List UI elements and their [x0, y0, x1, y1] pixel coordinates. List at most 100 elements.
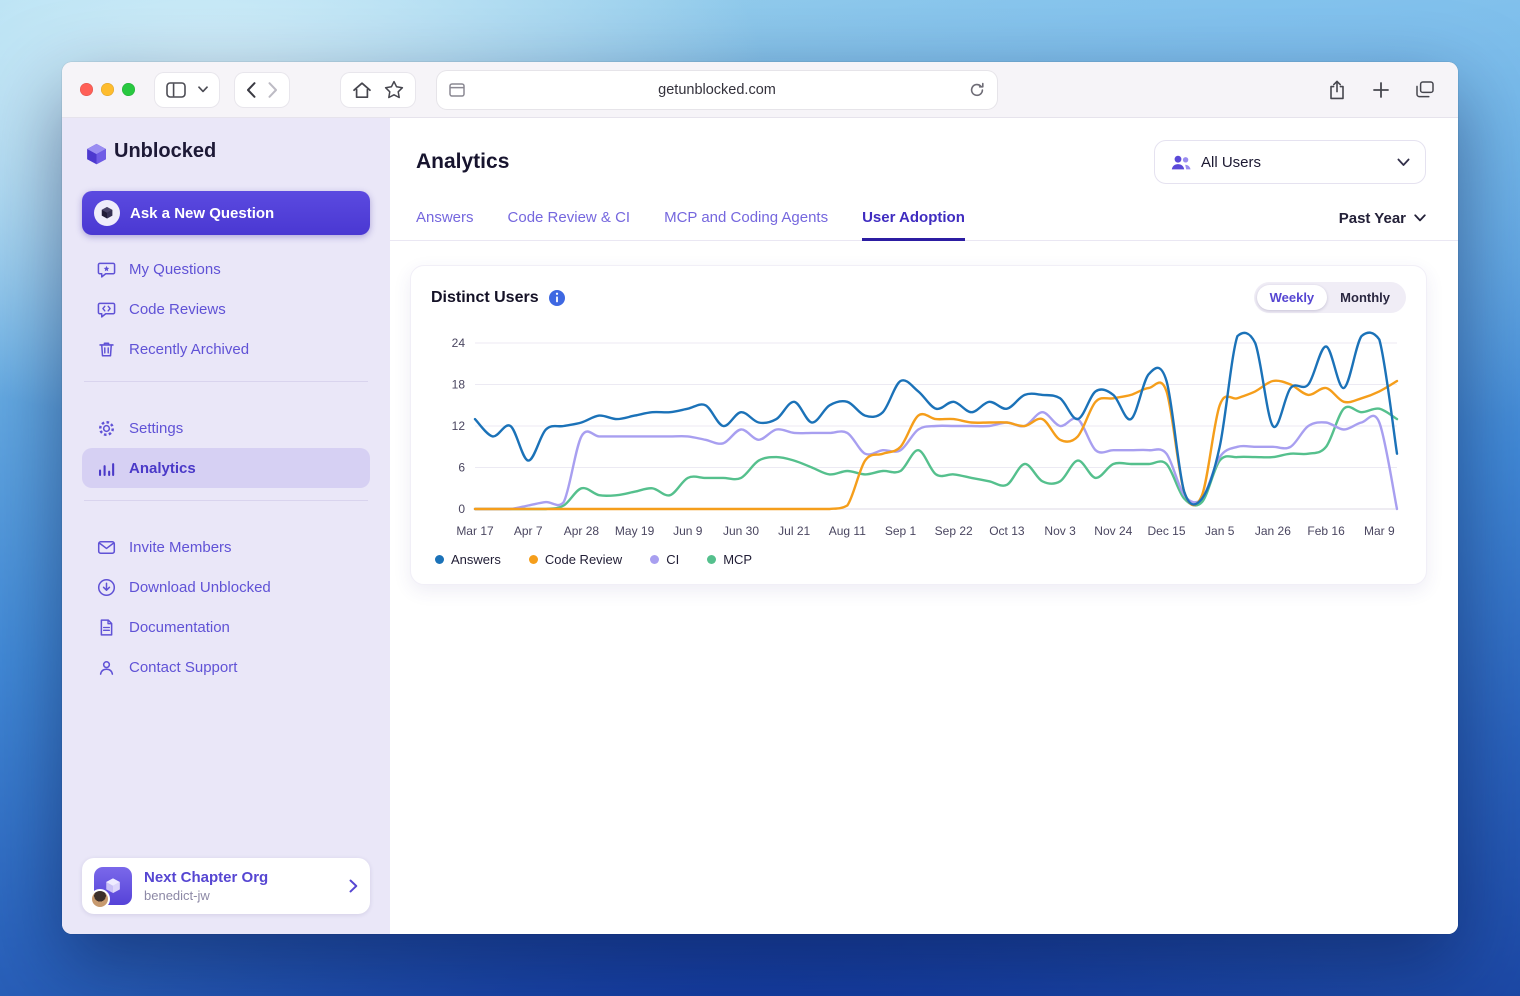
legend-item: CI	[650, 553, 679, 566]
legend-label: CI	[666, 552, 680, 567]
sidebar-item-label: My Questions	[129, 260, 221, 278]
legend-label: Answers	[451, 552, 501, 567]
minimize-window-button[interactable]	[101, 83, 114, 96]
svg-text:Jun 30: Jun 30	[723, 524, 759, 538]
tab-code-review-ci[interactable]: Code Review & CI	[508, 197, 631, 241]
sidebar-nav-secondary: Settings Analytics	[82, 408, 370, 488]
sidebar-item-download-unblocked[interactable]: Download Unblocked	[82, 567, 370, 607]
sidebar-nav-tertiary: Invite Members Download Unblocked Docume…	[82, 527, 370, 687]
org-switcher[interactable]: Next Chapter Org benedict-jw	[82, 858, 370, 914]
svg-text:0: 0	[458, 502, 465, 516]
tab-answers[interactable]: Answers	[416, 197, 474, 241]
svg-text:Feb 16: Feb 16	[1307, 524, 1345, 538]
legend-dot	[435, 555, 444, 564]
main-content: Analytics All Users Answers Code Review …	[390, 118, 1458, 934]
weekly-toggle-button[interactable]: Weekly	[1256, 285, 1328, 310]
chat-icon	[96, 259, 116, 279]
close-window-button[interactable]	[80, 83, 93, 96]
sidebar-item-label: Download Unblocked	[129, 578, 271, 596]
trash-icon	[96, 339, 116, 359]
app-logo: Unblocked	[82, 134, 370, 169]
zoom-window-button[interactable]	[122, 83, 135, 96]
sidebar-item-recently-archived[interactable]: Recently Archived	[82, 329, 370, 369]
sidebar-item-my-questions[interactable]: My Questions	[82, 249, 370, 289]
forward-button[interactable]	[268, 81, 278, 98]
sidebar-divider	[84, 500, 368, 501]
users-icon	[1170, 152, 1191, 172]
svg-text:Jul 21: Jul 21	[778, 524, 810, 538]
svg-text:Apr 7: Apr 7	[514, 524, 543, 538]
sidebar-item-analytics[interactable]: Analytics	[82, 448, 370, 488]
svg-text:Mar 17: Mar 17	[456, 524, 494, 538]
date-range-select[interactable]: Past Year	[1339, 210, 1426, 227]
url-field[interactable]: getunblocked.com	[437, 70, 997, 109]
share-icon[interactable]	[1328, 80, 1346, 100]
unblocked-cube-icon	[84, 142, 106, 164]
tab-label: Code Review & CI	[507, 209, 631, 226]
svg-text:24: 24	[452, 336, 466, 350]
sidebar-item-invite-members[interactable]: Invite Members	[82, 527, 370, 567]
audience-label: All Users	[1201, 153, 1262, 171]
sidebar-item-label: Documentation	[129, 618, 230, 636]
org-avatar	[90, 867, 132, 909]
distinct-users-card: Distinct Users Weekly Monthly 0 6 12 18 24 Ma…	[410, 265, 1427, 585]
sidebar-item-code-reviews[interactable]: Code Reviews	[82, 289, 370, 329]
svg-text:Nov 3: Nov 3	[1044, 524, 1076, 538]
line-chart: 0 6 12 18 24 Mar 17 Apr 7 Apr 28 May 19 Jun 9 Jun …	[431, 325, 1406, 541]
home-icon[interactable]	[352, 81, 372, 99]
card-header: Distinct Users Weekly Monthly	[431, 282, 1406, 313]
page-title: Analytics	[416, 150, 510, 173]
reload-icon[interactable]	[969, 82, 985, 98]
org-username: benedict-jw	[144, 888, 210, 903]
tab-user-adoption[interactable]: User Adoption	[862, 197, 965, 241]
ask-cube-icon	[94, 200, 120, 226]
sidebar-item-label: Invite Members	[129, 538, 232, 556]
svg-text:Aug 11: Aug 11	[829, 524, 866, 538]
legend-label: MCP	[723, 552, 753, 567]
chevron-down-icon[interactable]	[198, 86, 208, 93]
code-review-icon	[96, 299, 116, 319]
tab-label: User Adoption	[862, 209, 965, 226]
info-icon[interactable]	[548, 289, 566, 307]
sidebar-item-documentation[interactable]: Documentation	[82, 607, 370, 647]
svg-text:Nov 24: Nov 24	[1094, 524, 1132, 538]
new-tab-icon[interactable]	[1373, 81, 1389, 98]
chevron-down-icon	[1397, 158, 1410, 167]
svg-text:Sep 1: Sep 1	[885, 524, 917, 538]
analytics-tabbar: Answers Code Review & CI MCP and Coding …	[390, 196, 1458, 241]
app-name: Unblocked	[114, 140, 217, 162]
tab-overview-icon[interactable]	[1416, 81, 1434, 98]
legend-item: Code Review	[528, 552, 623, 567]
sidebar-nav-primary: My Questions Code Reviews Recently Archi…	[82, 249, 370, 369]
download-icon	[96, 577, 116, 597]
tab-label: MCP and Coding Agents	[664, 209, 829, 226]
interval-toggle: Weekly Monthly	[1253, 282, 1406, 313]
support-icon	[96, 657, 116, 677]
history-nav-group	[235, 72, 289, 107]
back-button[interactable]	[246, 81, 256, 98]
toolbar-right-group	[1328, 80, 1440, 100]
svg-text:12: 12	[452, 419, 466, 433]
card-title: Distinct Users	[431, 288, 539, 306]
app-sidebar: Unblocked Ask a New Question My Question…	[62, 118, 390, 934]
bookmark-star-icon[interactable]	[384, 80, 404, 99]
sidebar-item-label: Recently Archived	[129, 340, 250, 358]
sidebar-item-contact-support[interactable]: Contact Support	[82, 647, 370, 687]
sidebar-divider	[84, 381, 368, 382]
svg-text:Dec 15: Dec 15	[1147, 524, 1185, 538]
legend-label: Code Review	[544, 552, 623, 567]
url-text: getunblocked.com	[658, 81, 776, 98]
ask-new-question-button[interactable]: Ask a New Question	[82, 191, 370, 235]
sidebar-toggle-icon[interactable]	[166, 81, 186, 98]
tab-mcp-coding-agents[interactable]: MCP and Coding Agents	[664, 197, 828, 241]
audience-select[interactable]: All Users	[1154, 140, 1426, 184]
sidebar-item-settings[interactable]: Settings	[82, 408, 370, 448]
range-label: Past Year	[1338, 209, 1406, 227]
svg-text:Jan 26: Jan 26	[1255, 524, 1291, 538]
svg-text:Apr 28: Apr 28	[564, 524, 600, 538]
sidebar-item-label: Settings	[129, 419, 184, 437]
browser-toolbar: getunblocked.com	[62, 62, 1458, 118]
monthly-toggle-button[interactable]: Monthly	[1327, 285, 1403, 310]
gear-icon	[96, 418, 116, 438]
tab-content: Distinct Users Weekly Monthly 0 6 12 18 24 Ma…	[390, 241, 1458, 934]
